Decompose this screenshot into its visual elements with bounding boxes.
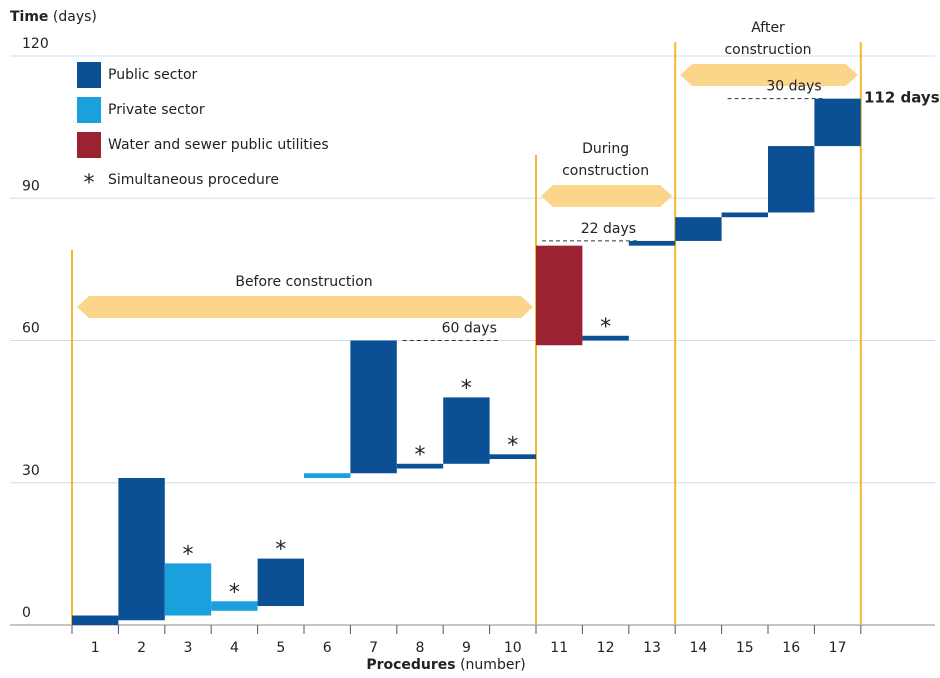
total-label: 112 days xyxy=(864,88,940,106)
phase-label: Before construction xyxy=(235,274,372,290)
simultaneous-mark: * xyxy=(183,542,194,567)
legend-swatch xyxy=(77,62,101,88)
y-tick-label: 60 xyxy=(22,321,40,337)
x-tick-label: 15 xyxy=(736,640,754,656)
x-tick-label: 10 xyxy=(504,640,522,656)
x-tick-label: 16 xyxy=(782,640,800,656)
x-tick-label: 11 xyxy=(550,640,568,656)
bar xyxy=(628,240,676,246)
simultaneous-mark: * xyxy=(461,376,472,401)
bar xyxy=(211,601,258,611)
y-tick-label: 0 xyxy=(22,605,31,621)
x-tick-label: 9 xyxy=(462,640,471,656)
legend-label: Private sector xyxy=(108,102,205,118)
x-title-bold: Procedures xyxy=(366,657,455,673)
phase-label: During xyxy=(582,141,629,157)
bar xyxy=(396,463,444,469)
x-tick-label: 3 xyxy=(184,640,193,656)
bar xyxy=(768,146,815,213)
bar xyxy=(443,397,490,464)
phase-arrow xyxy=(77,296,533,318)
bar xyxy=(814,98,861,147)
simultaneous-mark: * xyxy=(275,538,286,563)
duration-label: 22 days xyxy=(581,221,636,237)
bar xyxy=(489,454,536,460)
bar xyxy=(304,473,351,479)
simultaneous-mark: * xyxy=(600,315,611,340)
legend-label: Simultaneous procedure xyxy=(108,172,279,188)
phase-arrow xyxy=(680,64,858,86)
legend-symbol: * xyxy=(84,171,95,196)
legend-label: Water and sewer public utilities xyxy=(108,137,329,153)
phase-label: construction xyxy=(562,163,649,179)
x-tick-label: 7 xyxy=(369,640,378,656)
legend-swatch xyxy=(77,97,101,123)
y-tick-label: 120 xyxy=(22,36,49,52)
simultaneous-mark: * xyxy=(507,433,518,458)
bar xyxy=(536,245,583,346)
phase-label: construction xyxy=(724,42,811,58)
x-tick-label: 5 xyxy=(276,640,285,656)
bar xyxy=(350,340,397,474)
x-title-unit: (number) xyxy=(460,657,526,673)
bar xyxy=(721,212,768,218)
bar xyxy=(257,558,304,607)
y-tick-label: 30 xyxy=(22,463,40,479)
bar xyxy=(675,217,722,241)
x-axis-title: Procedures (number) xyxy=(366,657,525,673)
legend-swatch xyxy=(77,132,101,158)
x-tick-label: 2 xyxy=(137,640,146,656)
y-title-unit: (days) xyxy=(53,9,97,25)
x-tick-label: 17 xyxy=(829,640,847,656)
y-tick-label: 90 xyxy=(22,178,40,194)
bar xyxy=(164,563,212,616)
bar xyxy=(118,478,165,621)
x-tick-label: 13 xyxy=(643,640,661,656)
phase-arrow xyxy=(541,185,673,207)
legend-label: Public sector xyxy=(108,67,198,83)
x-tick-label: 4 xyxy=(230,640,239,656)
x-tick-label: 12 xyxy=(597,640,615,656)
y-axis-title: Time (days) xyxy=(10,9,97,25)
x-tick-label: 8 xyxy=(416,640,425,656)
x-tick-label: 14 xyxy=(689,640,707,656)
y-title-bold: Time xyxy=(10,9,48,25)
simultaneous-mark: * xyxy=(229,580,240,605)
x-tick-label: 1 xyxy=(91,640,100,656)
bar xyxy=(72,615,119,625)
phase-label: After xyxy=(751,20,785,36)
duration-label: 60 days xyxy=(442,321,497,337)
simultaneous-mark: * xyxy=(415,443,426,468)
duration-label: 30 days xyxy=(766,79,821,95)
bar xyxy=(582,335,629,341)
x-tick-label: 6 xyxy=(323,640,332,656)
